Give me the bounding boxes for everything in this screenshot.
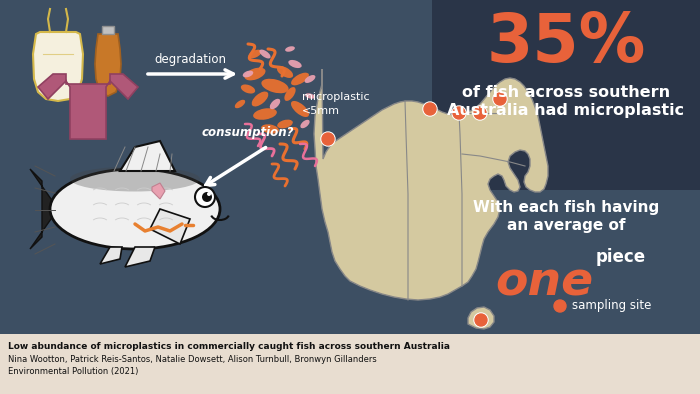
Text: Australia had microplastic: Australia had microplastic (447, 103, 685, 118)
Text: microplastic
<5mm: microplastic <5mm (302, 93, 370, 115)
Circle shape (202, 192, 212, 202)
Circle shape (474, 107, 486, 119)
Polygon shape (100, 247, 122, 264)
Ellipse shape (252, 91, 268, 106)
Circle shape (473, 106, 487, 120)
Circle shape (195, 187, 215, 207)
Text: Low abundance of microplastics in commercially caught fish across southern Austr: Low abundance of microplastics in commer… (8, 342, 450, 351)
Text: 35%: 35% (486, 10, 645, 76)
Ellipse shape (288, 60, 302, 68)
Polygon shape (150, 209, 190, 244)
Circle shape (207, 192, 211, 196)
Circle shape (493, 92, 507, 106)
Ellipse shape (234, 100, 245, 108)
Polygon shape (468, 307, 494, 329)
Circle shape (474, 313, 488, 327)
Ellipse shape (305, 93, 315, 99)
Polygon shape (314, 69, 548, 300)
Ellipse shape (277, 66, 293, 78)
Ellipse shape (300, 120, 309, 128)
Text: sampling site: sampling site (572, 299, 652, 312)
Ellipse shape (284, 87, 295, 101)
Circle shape (423, 102, 437, 116)
Text: With each fish having: With each fish having (473, 200, 659, 215)
Text: one: one (495, 260, 593, 305)
Bar (432, 0, 700, 190)
Circle shape (494, 93, 506, 105)
Ellipse shape (50, 169, 220, 249)
Circle shape (475, 314, 487, 326)
Text: consumption?: consumption? (202, 126, 294, 139)
Circle shape (424, 103, 436, 115)
Ellipse shape (248, 50, 262, 58)
Text: Environmental Pollution (2021): Environmental Pollution (2021) (8, 367, 139, 376)
Circle shape (554, 300, 566, 312)
Ellipse shape (261, 124, 279, 134)
Text: an average of: an average of (507, 218, 625, 233)
Ellipse shape (244, 68, 265, 80)
Ellipse shape (260, 50, 271, 58)
Ellipse shape (243, 71, 253, 77)
Bar (102, 26, 114, 34)
Text: degradation: degradation (154, 52, 226, 65)
Ellipse shape (270, 99, 280, 109)
Ellipse shape (304, 75, 316, 83)
Ellipse shape (291, 101, 309, 117)
Text: of fish across southern: of fish across southern (462, 85, 670, 100)
Ellipse shape (253, 108, 277, 120)
Circle shape (321, 132, 335, 146)
Bar (0, 334, 700, 394)
Ellipse shape (291, 72, 309, 85)
Ellipse shape (285, 46, 295, 52)
Polygon shape (30, 169, 58, 249)
Polygon shape (120, 141, 175, 171)
Ellipse shape (277, 120, 293, 128)
Circle shape (453, 107, 465, 119)
Polygon shape (33, 32, 83, 101)
Polygon shape (38, 74, 138, 139)
Ellipse shape (241, 84, 256, 93)
Text: piece: piece (596, 248, 646, 266)
Circle shape (452, 106, 466, 120)
Polygon shape (152, 183, 165, 199)
Ellipse shape (70, 167, 200, 191)
Ellipse shape (261, 79, 288, 93)
Polygon shape (95, 34, 121, 96)
Polygon shape (125, 247, 155, 267)
Text: Nina Wootton, Patrick Reis-Santos, Natalie Dowsett, Alison Turnbull, Bronwyn Gil: Nina Wootton, Patrick Reis-Santos, Natal… (8, 355, 377, 364)
Circle shape (322, 133, 334, 145)
